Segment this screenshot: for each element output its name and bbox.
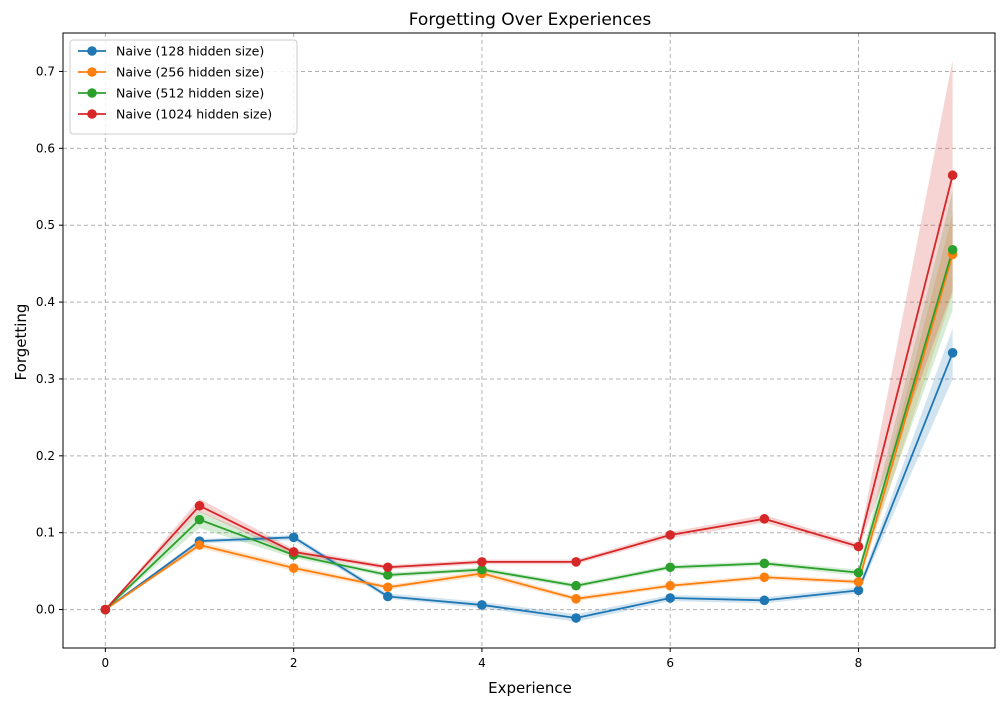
data-point-series-4	[477, 557, 487, 567]
legend-label: Naive (512 hidden size)	[116, 86, 264, 101]
plot-area-frame	[62, 32, 996, 649]
data-point-series-4	[100, 604, 111, 615]
x-axis-title: Experience	[488, 679, 572, 697]
line-series-3	[104, 249, 954, 611]
data-point-series-1	[853, 585, 864, 596]
legend-label: Naive (128 hidden size)	[116, 44, 264, 59]
data-point-series-4	[759, 514, 770, 524]
data-point-series-2	[571, 594, 581, 604]
data-point-series-4	[853, 541, 864, 552]
legend-box	[69, 39, 298, 135]
x-tick-label: 2	[290, 656, 298, 670]
y-tick-label: 0.3	[36, 372, 55, 386]
series-lines	[104, 174, 954, 619]
data-point-series-2	[288, 563, 299, 573]
data-point-series-1	[288, 532, 299, 543]
data-point-series-3	[382, 570, 393, 580]
y-tick-label: 0.5	[36, 218, 55, 232]
x-tick-label: 0	[102, 656, 110, 670]
data-point-series-4	[571, 557, 581, 567]
data-point-series-3	[477, 564, 487, 575]
x-tick-label: 8	[855, 656, 863, 670]
data-point-series-4	[194, 500, 205, 511]
data-point-series-1	[947, 348, 958, 358]
data-point-series-2	[759, 572, 770, 583]
y-tick-label: 0.0	[36, 603, 55, 617]
legend-marker-sample	[87, 46, 97, 56]
data-point-series-1	[571, 613, 581, 623]
data-point-series-1	[759, 595, 770, 606]
data-point-series-4	[665, 530, 676, 540]
y-tick-label: 0.4	[36, 295, 55, 309]
y-tick-label: 0.6	[36, 141, 55, 155]
data-point-series-3	[194, 514, 205, 525]
line-series-1	[104, 352, 954, 619]
legend-label: Naive (256 hidden size)	[116, 65, 264, 80]
x-axis-ticks: 0 2 4 6 8	[102, 648, 863, 670]
data-point-series-1	[665, 593, 676, 603]
data-point-series-3	[853, 567, 864, 578]
data-point-series-1	[477, 600, 487, 610]
chart-title: Forgetting Over Experiences	[409, 10, 652, 30]
data-point-series-2	[665, 580, 676, 591]
legend-marker-sample	[87, 88, 97, 98]
legend-label: Naive (1024 hidden size)	[116, 107, 272, 122]
data-point-series-3	[571, 580, 581, 591]
legend-marker-sample	[87, 109, 97, 119]
y-tick-label: 0.2	[36, 449, 55, 463]
data-point-series-2	[853, 577, 864, 587]
data-point-series-3	[759, 558, 770, 569]
legend-marker-sample	[87, 67, 97, 77]
line-series-4	[104, 174, 954, 611]
data-point-series-4	[382, 562, 393, 573]
y-tick-label: 0.1	[36, 526, 55, 540]
data-point-series-3	[665, 562, 676, 573]
data-point-series-4	[288, 547, 299, 557]
data-point-series-2	[382, 582, 393, 593]
line-series-2	[104, 254, 954, 611]
series-markers	[100, 170, 958, 623]
y-axis-title: Forgetting	[12, 304, 30, 381]
data-point-series-4	[947, 170, 958, 181]
y-tick-label: 0.7	[36, 64, 55, 78]
data-point-series-2	[194, 540, 205, 550]
x-tick-label: 4	[478, 656, 486, 670]
y-axis-ticks: 0.0 0.1 0.2 0.3 0.4 0.5 0.6 0.7	[36, 64, 63, 617]
data-point-series-1	[382, 591, 393, 602]
x-tick-label: 6	[666, 656, 674, 670]
legend: Naive (128 hidden size) Naive (256 hidden…	[69, 39, 298, 135]
data-point-series-3	[947, 244, 958, 255]
